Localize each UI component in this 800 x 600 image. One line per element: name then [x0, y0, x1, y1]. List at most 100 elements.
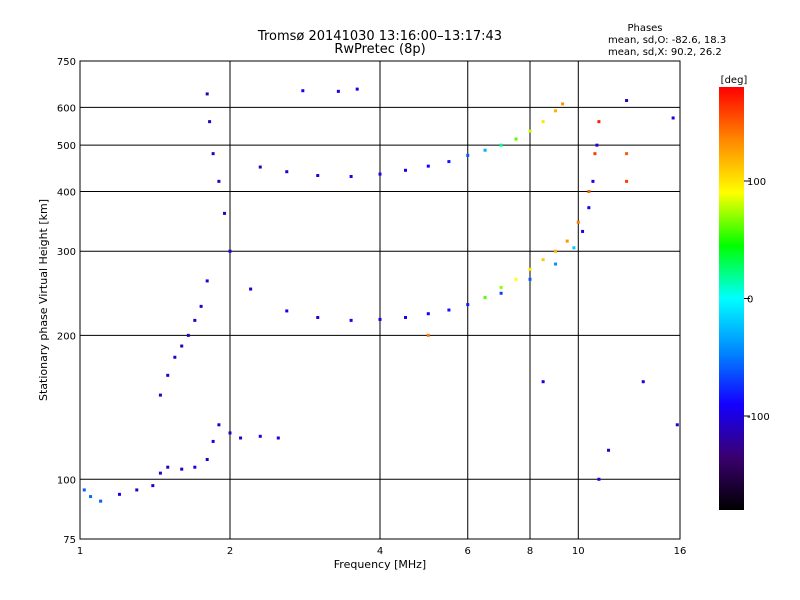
echo-point	[403, 315, 407, 319]
echo-point	[597, 120, 601, 124]
echo-point	[349, 174, 353, 178]
y-axis: 75 100 200 300 400 500 600 750	[57, 57, 76, 546]
stats-heading: Phases	[627, 23, 662, 34]
echo-point	[625, 152, 629, 156]
echo-point	[151, 484, 155, 488]
echo-point	[553, 249, 557, 253]
echo-point	[89, 495, 93, 499]
echo-point	[541, 380, 545, 384]
colorbar-tick-label: 0	[747, 295, 753, 306]
echo-point	[572, 246, 576, 250]
y-tick-label: 75	[63, 535, 76, 546]
echo-point	[499, 143, 503, 147]
x-tick-label: 2	[227, 546, 233, 557]
echo-point	[217, 179, 221, 183]
echo-point	[217, 423, 221, 427]
echo-point	[561, 102, 565, 106]
echo-point	[378, 317, 382, 321]
echo-point	[593, 152, 597, 156]
echo-point	[675, 423, 679, 427]
echo-point	[499, 291, 503, 295]
echo-point	[528, 129, 532, 133]
echo-point	[355, 87, 359, 91]
echo-point	[541, 258, 545, 262]
echo-point	[514, 277, 518, 281]
x-tick-label: 6	[465, 546, 471, 557]
y-tick-label: 600	[57, 103, 76, 114]
echo-point	[228, 431, 232, 435]
echo-point	[166, 373, 170, 377]
x-axis-label: Frequency [MHz]	[334, 558, 426, 571]
echo-point	[403, 168, 407, 172]
echo-point	[565, 239, 569, 243]
echo-point	[466, 303, 470, 307]
echo-point	[301, 89, 305, 93]
echo-point	[426, 164, 430, 168]
echo-point	[607, 448, 611, 452]
echo-point	[671, 116, 675, 120]
x-tick-label: 10	[572, 546, 585, 557]
echo-point	[349, 318, 353, 322]
echo-point	[258, 434, 262, 438]
echo-point	[597, 477, 601, 481]
echo-point	[82, 488, 86, 492]
echo-point	[483, 148, 487, 152]
echo-point	[211, 439, 215, 443]
y-tick-label: 100	[57, 475, 76, 486]
echo-point	[223, 211, 227, 215]
y-axis-label: Stationary phase Virtual Height [km]	[37, 199, 50, 401]
echo-point	[316, 174, 320, 178]
echo-point	[276, 436, 280, 440]
echo-point	[199, 304, 203, 308]
echo-point	[587, 206, 591, 210]
y-tick-label: 200	[57, 331, 76, 342]
echo-point	[553, 109, 557, 113]
stats-o-mode: mean, sd,O: -82.6, 18.3	[608, 35, 726, 46]
x-tick-label: 1	[77, 546, 83, 557]
colorbar-gradient	[719, 87, 744, 510]
echo-point	[158, 393, 162, 397]
colorbar-tick-label: 100	[747, 177, 766, 188]
echo-point	[239, 436, 243, 440]
y-tick-label: 500	[57, 141, 76, 152]
y-tick-label: 300	[57, 247, 76, 258]
echo-point	[541, 120, 545, 124]
colorbar-label: [deg]	[721, 75, 748, 86]
echo-point	[466, 153, 470, 157]
echo-point	[166, 465, 170, 469]
echo-point	[514, 137, 518, 141]
echo-point	[483, 296, 487, 300]
x-tick-label: 4	[377, 546, 383, 557]
echo-point	[426, 333, 430, 337]
echo-point	[625, 179, 629, 183]
echo-point	[193, 465, 197, 469]
echo-point	[576, 220, 580, 224]
echo-point	[528, 267, 532, 271]
echo-point	[211, 152, 215, 156]
chart-subtitle: RwPretec (8p)	[334, 42, 425, 57]
colorbar: [deg] 100 0 -100	[719, 75, 770, 510]
echo-point	[180, 344, 184, 348]
echo-point	[285, 309, 289, 313]
stats-x-mode: mean, sd,X: 90.2, 26.2	[608, 47, 722, 58]
echo-point	[186, 333, 190, 337]
echo-point	[426, 312, 430, 316]
echo-point	[641, 380, 645, 384]
echo-point	[249, 287, 253, 291]
echo-point	[228, 249, 232, 253]
echo-point	[193, 318, 197, 322]
data-points	[82, 87, 679, 503]
echo-point	[205, 279, 209, 283]
echo-point	[378, 172, 382, 176]
echo-point	[553, 262, 557, 266]
echo-point	[180, 467, 184, 471]
echo-point	[158, 471, 162, 475]
y-tick-label: 750	[57, 57, 76, 68]
colorbar-ticks: 100 0 -100	[744, 177, 770, 423]
echo-point	[591, 179, 595, 183]
echo-point	[208, 120, 212, 124]
x-axis: 1 2 4 6 8 10 16	[77, 546, 687, 557]
plot-area	[79, 60, 681, 540]
echo-point	[173, 355, 177, 359]
